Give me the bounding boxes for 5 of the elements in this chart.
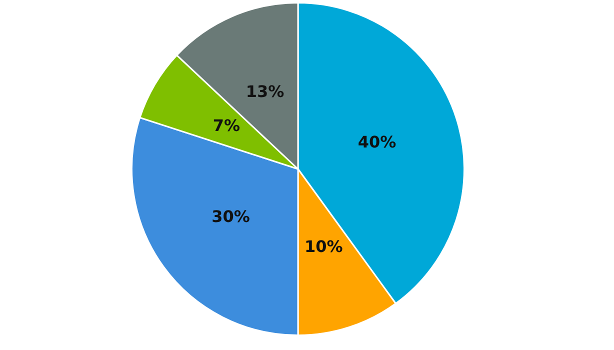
data-label: 13%: [246, 82, 284, 101]
data-label: 7%: [212, 116, 240, 135]
data-label: 10%: [304, 237, 343, 256]
data-label: 40%: [358, 132, 396, 152]
data-label: 30%: [212, 207, 250, 226]
